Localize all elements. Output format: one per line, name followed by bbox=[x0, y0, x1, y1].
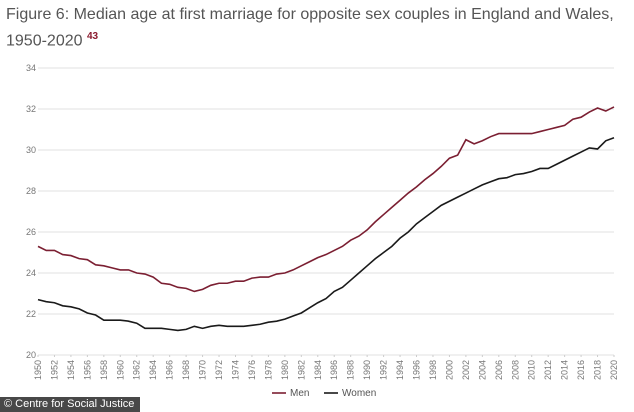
x-tick-label: 1986 bbox=[329, 360, 339, 380]
legend-label: Men bbox=[290, 388, 309, 399]
y-tick-label: 28 bbox=[26, 186, 36, 196]
x-tick-label: 1972 bbox=[214, 360, 224, 380]
x-tick-label: 1990 bbox=[362, 360, 372, 380]
x-tick-label: 2008 bbox=[510, 360, 520, 380]
y-tick-label: 32 bbox=[26, 104, 36, 114]
x-tick-label: 2006 bbox=[494, 360, 504, 380]
x-tick-label: 1984 bbox=[313, 360, 323, 380]
legend-label: Women bbox=[342, 388, 376, 399]
x-tick-label: 1992 bbox=[379, 360, 389, 380]
x-tick-label: 1998 bbox=[428, 360, 438, 380]
x-tick-label: 1964 bbox=[148, 360, 158, 380]
x-tick-label: 2004 bbox=[477, 360, 487, 380]
x-tick-label: 1988 bbox=[346, 360, 356, 380]
x-tick-label: 1976 bbox=[247, 360, 257, 380]
x-tick-label: 1968 bbox=[181, 360, 191, 380]
x-tick-label: 2018 bbox=[593, 360, 603, 380]
x-tick-label: 1978 bbox=[263, 360, 273, 380]
y-tick-label: 24 bbox=[26, 268, 36, 278]
x-tick-label: 1996 bbox=[412, 360, 422, 380]
x-tick-label: 1974 bbox=[230, 360, 240, 380]
x-tick-label: 1958 bbox=[99, 360, 109, 380]
x-tick-label: 2000 bbox=[444, 360, 454, 380]
series-line bbox=[37, 106, 615, 293]
x-tick-label: 1952 bbox=[49, 360, 59, 380]
x-tick-label: 1960 bbox=[115, 360, 125, 380]
x-tick-label: 2010 bbox=[527, 360, 537, 380]
x-tick-label: 1962 bbox=[132, 360, 142, 380]
y-tick-label: 20 bbox=[26, 350, 36, 360]
y-tick-label: 22 bbox=[26, 309, 36, 319]
x-tick-label: 1994 bbox=[395, 360, 405, 380]
x-tick-label: 1980 bbox=[280, 360, 290, 380]
x-tick-label: 1970 bbox=[198, 360, 208, 380]
x-tick-label: 2012 bbox=[543, 360, 553, 380]
x-tick-label: 1956 bbox=[82, 360, 92, 380]
x-tick-label: 2002 bbox=[461, 360, 471, 380]
x-tick-label: 1966 bbox=[165, 360, 175, 380]
series-line bbox=[37, 136, 615, 332]
x-tick-label: 2016 bbox=[576, 360, 586, 380]
y-tick-label: 26 bbox=[26, 227, 36, 237]
x-tick-label: 2014 bbox=[560, 360, 570, 380]
y-tick-label: 30 bbox=[26, 145, 36, 155]
x-tick-label: 1954 bbox=[66, 360, 76, 380]
x-tick-label: 1982 bbox=[296, 360, 306, 380]
chart-title: Figure 6: Median age at first marriage f… bbox=[6, 6, 614, 50]
footnote-ref: 43 bbox=[86, 31, 99, 42]
y-tick-label: 34 bbox=[26, 63, 36, 73]
x-tick-label: 1950 bbox=[33, 360, 43, 380]
chart-title-box: Figure 6: Median age at first marriage f… bbox=[6, 4, 626, 52]
source: © Centre for Social Justice bbox=[0, 397, 141, 412]
x-tick-label: 2020 bbox=[609, 360, 619, 380]
